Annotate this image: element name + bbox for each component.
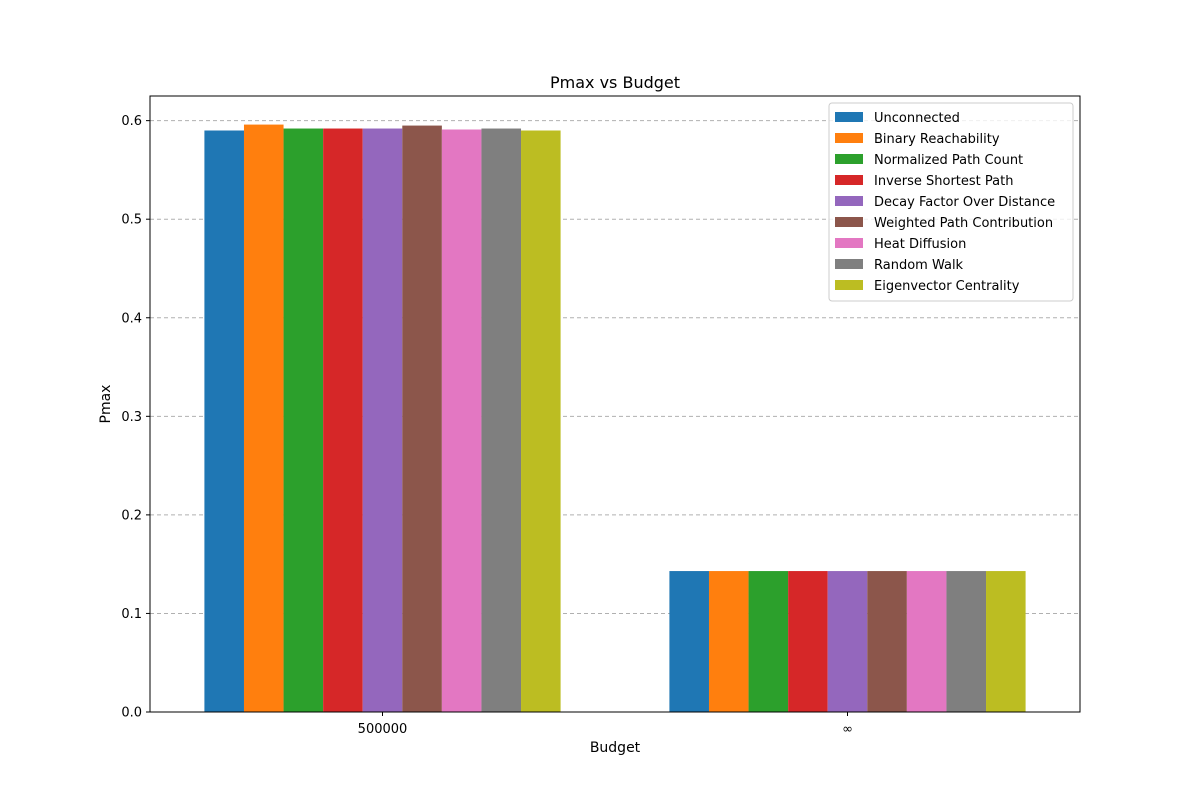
- bar-random-walk-1: [946, 571, 987, 712]
- bar-inverse-shortest-path-0: [323, 128, 363, 713]
- bar-unconnected-1: [669, 571, 709, 712]
- legend-label: Decay Factor Over Distance: [874, 195, 1055, 210]
- y-tick-label: 0.4: [121, 311, 142, 326]
- y-tick-label: 0.2: [121, 508, 142, 523]
- legend-swatch: [835, 238, 863, 248]
- legend-label: Weighted Path Contribution: [874, 216, 1053, 231]
- y-tick-label: 0.3: [121, 410, 142, 425]
- legend-swatch: [835, 154, 863, 164]
- x-tick-label: ∞: [842, 722, 853, 737]
- bar-decay-factor-over-distance-0: [362, 128, 403, 713]
- bar-inverse-shortest-path-1: [788, 571, 828, 712]
- x-tick-label: 500000: [358, 722, 408, 737]
- x-axis-label: Budget: [590, 740, 641, 756]
- bar-binary-reachability-0: [243, 124, 284, 712]
- plot-area-frame: [149, 95, 1081, 713]
- legend-swatch: [835, 175, 863, 185]
- legend-swatch: [835, 196, 863, 206]
- y-tick-label: 0.5: [121, 213, 142, 228]
- legend-box: [828, 102, 1074, 302]
- bar-normalized-path-count-0: [283, 128, 324, 713]
- legend-label: Normalized Path Count: [874, 153, 1023, 168]
- bar-heat-diffusion-0: [441, 129, 482, 713]
- legend-swatch: [835, 280, 863, 290]
- bar-heat-diffusion-1: [906, 571, 947, 712]
- legend-label: Binary Reachability: [874, 132, 1000, 147]
- bar-unconnected-0: [204, 130, 244, 713]
- y-tick-label: 0.1: [121, 607, 142, 622]
- bar-eigenvector-centrality-1: [986, 571, 1026, 712]
- legend-label: Heat Diffusion: [874, 237, 966, 252]
- bars-layer: [204, 124, 1026, 713]
- bar-weighted-path-contribution-1: [867, 571, 907, 712]
- legend-swatch: [835, 133, 863, 143]
- y-axis-label: Pmax: [98, 385, 114, 424]
- bar-binary-reachability-1: [708, 571, 749, 712]
- y-tick-label: 0.6: [121, 114, 142, 129]
- legend-swatch: [835, 259, 863, 269]
- bar-eigenvector-centrality-0: [521, 130, 561, 713]
- bar-weighted-path-contribution-0: [402, 125, 442, 713]
- chart-title: Pmax vs Budget: [550, 73, 680, 92]
- legend-label: Unconnected: [874, 111, 960, 126]
- legend-label: Eigenvector Centrality: [874, 279, 1020, 294]
- legend-swatch: [835, 112, 863, 122]
- legend: Unconnected Binary Reachability Normalized…: [828, 102, 1074, 302]
- y-tick-label: 0.0: [121, 706, 142, 721]
- bar-random-walk-0: [481, 128, 522, 713]
- x-axis: 500000 ∞: [358, 712, 853, 737]
- y-axis: 0.0 0.1 0.2 0.3 0.4 0.5 0.6: [121, 114, 150, 721]
- bar-decay-factor-over-distance-1: [827, 571, 868, 712]
- bar-normalized-path-count-1: [748, 571, 789, 712]
- legend-label: Random Walk: [874, 258, 964, 273]
- legend-swatch: [835, 217, 863, 227]
- legend-label: Inverse Shortest Path: [874, 174, 1013, 189]
